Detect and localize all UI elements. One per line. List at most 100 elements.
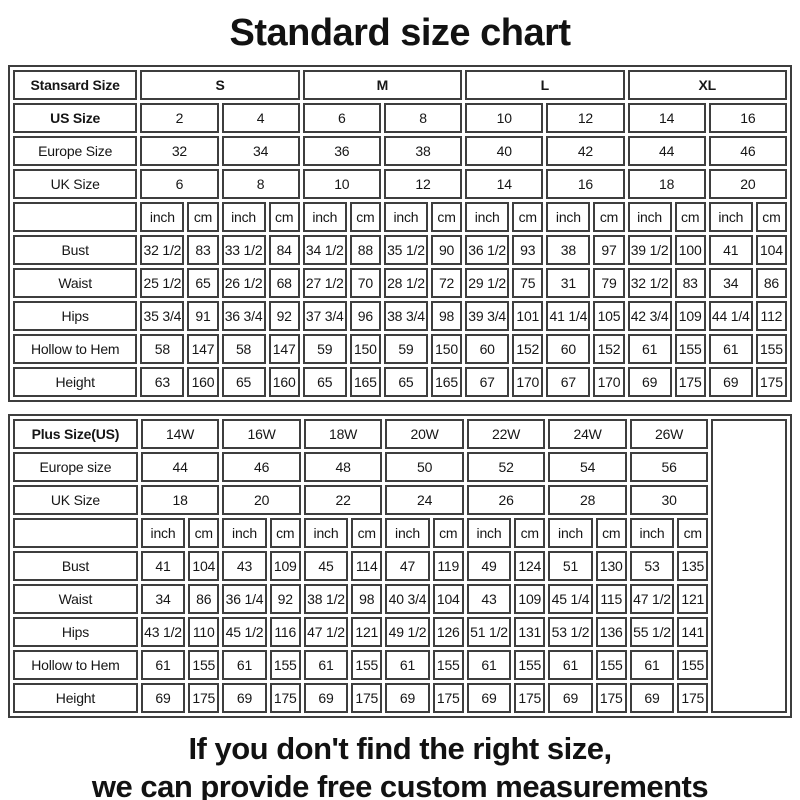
standard-size-table-height-cell: 170 <box>512 367 544 397</box>
plus-size-table-waist-cell: 47 1/2 <box>629 584 675 614</box>
plus-size-table-units-cell: inch <box>140 518 186 548</box>
plus-size-table-units-cell: inch <box>629 518 675 548</box>
plus-size-table-plus-size-cell: 24W <box>548 419 627 449</box>
standard-size-table-uk-size-cell: 8 <box>221 169 300 199</box>
plus-size-table-row-uk-size: UK Size 18 20 22 24 26 28 30 <box>13 485 787 515</box>
standard-size-table-row-units: inch cm inch cm inch cm inch cm inch cm inch cm inch… <box>13 202 787 232</box>
plus-size-table-bust-cell: 45 <box>303 551 349 581</box>
plus-size-table-height-cell: 69 <box>629 683 675 713</box>
plus-size-table-units-cell: cm <box>351 518 383 548</box>
plus-size-table-waist-cell: 36 1/4 <box>222 584 267 614</box>
plus-size-table-plus-size-cell: 18W <box>303 419 383 449</box>
standard-size-table-uk-size-cell: 12 <box>383 169 463 199</box>
standard-size-table-row-bust: Bust 32 1/2 83 33 1/2 84 34 1/2 88 35 1/2 90 36 1… <box>13 235 787 265</box>
plus-size-table-bust-cell: 124 <box>514 551 546 581</box>
plus-size-table-waist-cell: 38 1/2 <box>303 584 349 614</box>
standard-size-table-hips-cell: 92 <box>268 301 300 331</box>
standard-size-table-units-cell: cm <box>187 202 219 232</box>
standard-size-table-height-cell: 69 <box>627 367 672 397</box>
standard-size-table-us-size-cell: 12 <box>546 103 625 133</box>
standard-size-table-hollow-to-hem-cell: 155 <box>755 334 787 364</box>
standard-size-table-waist-cell: 34 <box>708 268 753 298</box>
plus-size-table-plus-size-label: Plus Size(US) <box>13 419 138 449</box>
plus-size-table-hips-cell: 49 1/2 <box>385 617 430 647</box>
standard-size-table-bust-cell: 41 <box>708 235 753 265</box>
standard-size-table-europe-size-cell: 34 <box>221 136 300 166</box>
plus-size-table-uk-size-cell: 30 <box>629 485 709 515</box>
standard-size-table-europe-size-cell: 38 <box>383 136 463 166</box>
plus-size-table-row-height: Height 69 175 69 175 69 175 69 175 69 175 69 175 69 17… <box>13 683 787 713</box>
plus-size-table-hips-cell: 131 <box>514 617 546 647</box>
plus-size-table-hollow-to-hem-cell: 155 <box>188 650 220 680</box>
standard-size-table-units-cell: inch <box>302 202 347 232</box>
plus-size-table-hollow-to-hem-cell: 155 <box>351 650 383 680</box>
plus-size-table-hips-cell: 126 <box>432 617 464 647</box>
standard-size-table-waist-cell: 68 <box>268 268 300 298</box>
standard-size-table-hollow-to-hem-cell: 60 <box>546 334 591 364</box>
standard-size-table-height-cell: 69 <box>708 367 753 397</box>
standard-size-table-height-cell: 63 <box>140 367 185 397</box>
standard-size-table-units-cell: inch <box>627 202 672 232</box>
plus-size-table-hips-cell: 116 <box>269 617 301 647</box>
plus-size-table-empty-column <box>711 419 787 713</box>
plus-size-table-hollow-to-hem-cell: 61 <box>466 650 512 680</box>
standard-size-table-bust-cell: 88 <box>349 235 381 265</box>
standard-size-table-europe-size-label: Europe Size <box>13 136 138 166</box>
standard-size-table-units-cell: cm <box>431 202 463 232</box>
plus-size-table-height-cell: 69 <box>466 683 512 713</box>
standard-size-table-hips-cell: 109 <box>674 301 706 331</box>
footer-line-1: If you don't find the right size, <box>188 731 612 766</box>
plus-size-table-plus-size-cell: 26W <box>629 419 709 449</box>
plus-size-table-height-cell: 175 <box>677 683 709 713</box>
standard-size-table-waist-cell: 28 1/2 <box>383 268 428 298</box>
plus-size-table-waist-label: Waist <box>13 584 138 614</box>
plus-size-table-row-waist: Waist 34 86 36 1/4 92 38 1/2 98 40 3/4 104 43 109 4… <box>13 584 787 614</box>
standard-size-table-bust-cell: 32 1/2 <box>140 235 185 265</box>
standard-size-table-hips-cell: 44 1/4 <box>708 301 753 331</box>
plus-size-table-units-cell: cm <box>677 518 709 548</box>
standard-size-table-uk-size-cell: 20 <box>708 169 787 199</box>
standard-size-table-europe-size-cell: 36 <box>302 136 381 166</box>
standard-size-table-us-size-cell: 10 <box>465 103 544 133</box>
plus-size-table-waist-cell: 115 <box>595 584 627 614</box>
standard-size-table-units-cell: inch <box>140 202 185 232</box>
standard-size-table-hips-cell: 38 3/4 <box>383 301 428 331</box>
plus-size-table-bust-cell: 49 <box>466 551 512 581</box>
plus-size-table-uk-size-cell: 22 <box>303 485 383 515</box>
standard-size-table-hips-cell: 96 <box>349 301 381 331</box>
plus-size-table-waist-cell: 92 <box>269 584 301 614</box>
standard-size-table-waist-cell: 29 1/2 <box>465 268 510 298</box>
standard-size-table-height-cell: 67 <box>546 367 591 397</box>
standard-size-table-hips-cell: 41 1/4 <box>546 301 591 331</box>
standard-size-table-waist-cell: 79 <box>593 268 625 298</box>
standard-size-table-uk-size-label: UK Size <box>13 169 138 199</box>
standard-size-table-bust-cell: 39 1/2 <box>627 235 672 265</box>
standard-size-table-hollow-to-hem-cell: 58 <box>140 334 185 364</box>
standard-size-table-waist-cell: 70 <box>349 268 381 298</box>
standard-size-table-hollow-to-hem-cell: 147 <box>268 334 300 364</box>
plus-size-table-hollow-to-hem-cell: 61 <box>548 650 593 680</box>
plus-size-table-uk-size-cell: 28 <box>548 485 627 515</box>
plus-size-table-hollow-to-hem-cell: 61 <box>303 650 349 680</box>
plus-size-table-hips-cell: 55 1/2 <box>629 617 675 647</box>
standard-size-table-hollow-to-hem-cell: 152 <box>593 334 625 364</box>
plus-size-table-uk-size-cell: 20 <box>222 485 301 515</box>
standard-size-table-europe-size-cell: 44 <box>627 136 706 166</box>
standard-size-table-hollow-to-hem-cell: 60 <box>465 334 510 364</box>
standard-size-table-bust-label: Bust <box>13 235 138 265</box>
standard-size-table-units-cell: inch <box>546 202 591 232</box>
plus-size-table-hollow-to-hem-cell: 155 <box>269 650 301 680</box>
plus-size-table-row-bust: Bust 41 104 43 109 45 114 47 119 49 124 51 130 53 135 <box>13 551 787 581</box>
standard-size-table-uk-size-cell: 6 <box>140 169 219 199</box>
plus-size-table-hips-cell: 136 <box>595 617 627 647</box>
standard-size-table-waist-cell: 25 1/2 <box>140 268 185 298</box>
standard-size-table-hollow-to-hem-cell: 61 <box>708 334 753 364</box>
plus-size-table-hollow-to-hem-cell: 61 <box>222 650 267 680</box>
plus-size-table-row-hollow-to-hem: Hollow to Hem 61 155 61 155 61 155 61 155 61 155 61… <box>13 650 787 680</box>
plus-size-table-height-label: Height <box>13 683 138 713</box>
plus-size-table-waist-cell: 86 <box>188 584 220 614</box>
plus-size-table-units-cell: cm <box>595 518 627 548</box>
standard-size-table-waist-cell: 75 <box>512 268 544 298</box>
standard-size-table-bust-cell: 97 <box>593 235 625 265</box>
standard-size-table-bust-cell: 36 1/2 <box>465 235 510 265</box>
